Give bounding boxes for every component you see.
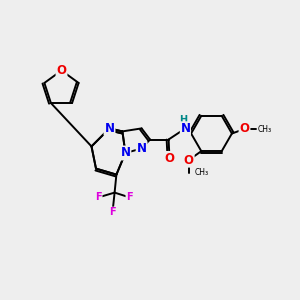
Text: H: H [179,115,187,125]
Text: N: N [104,122,115,135]
Text: CH₃: CH₃ [195,168,209,177]
Text: N: N [136,142,147,155]
Text: O: O [184,154,194,167]
Text: O: O [164,152,175,165]
Text: CH₃: CH₃ [257,124,272,134]
Text: O: O [239,122,250,136]
Text: N: N [180,122,190,135]
Text: F: F [95,192,102,203]
Text: O: O [56,64,67,77]
Text: N: N [120,146,130,160]
Text: F: F [109,207,116,218]
Text: F: F [126,192,133,203]
Text: N: N [181,123,190,134]
